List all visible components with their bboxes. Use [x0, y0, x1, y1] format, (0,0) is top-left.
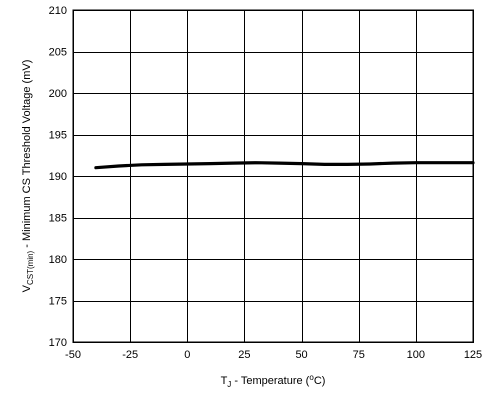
y-tick-label: 200 — [49, 88, 67, 100]
y-tick-label: 175 — [49, 296, 67, 308]
x-axis-title: TJ - Temperature (oC) — [221, 373, 326, 389]
y-tick-label: 180 — [49, 254, 67, 266]
y-axis-title-main: V — [21, 284, 33, 292]
x-axis-title-main: T — [221, 375, 228, 387]
y-tick-label: 185 — [49, 213, 67, 225]
series-line — [94, 161, 475, 170]
x-tick-label: 75 — [353, 349, 365, 361]
x-tick-label: -50 — [65, 349, 81, 361]
y-tick-label: 210 — [49, 5, 67, 17]
x-tick-label: 100 — [407, 349, 425, 361]
x-tick-label: -25 — [122, 349, 138, 361]
x-tick-labels: -50 -25 0 25 50 75 100 125 — [65, 349, 482, 361]
y-tick-label: 195 — [49, 130, 67, 142]
x-tick-label: 25 — [238, 349, 250, 361]
x-tick-label: 0 — [184, 349, 190, 361]
grid — [73, 10, 473, 342]
x-axis-title-subscript: J — [227, 380, 231, 389]
y-axis-title: VCST(min) - Minimum CS Threshold Voltage… — [21, 60, 35, 293]
x-tick-label: 125 — [464, 349, 482, 361]
y-tick-label: 170 — [49, 337, 67, 349]
y-tick-labels: 170 175 180 185 190 195 200 205 210 — [49, 5, 67, 349]
series-layer — [94, 161, 475, 170]
x-tick-label: 50 — [295, 349, 307, 361]
y-axis-title-subscript: CST(min) — [26, 250, 35, 285]
y-axis-title-text: - Minimum CS Threshold Voltage (mV) — [21, 60, 33, 251]
x-axis-title-unit: C) — [314, 375, 326, 387]
plot-frame — [72, 9, 474, 343]
y-tick-label: 205 — [49, 47, 67, 59]
x-axis-title-degree: o — [309, 373, 314, 382]
y-tick-label: 190 — [49, 171, 67, 183]
x-axis-title-text: - Temperature ( — [231, 375, 309, 387]
